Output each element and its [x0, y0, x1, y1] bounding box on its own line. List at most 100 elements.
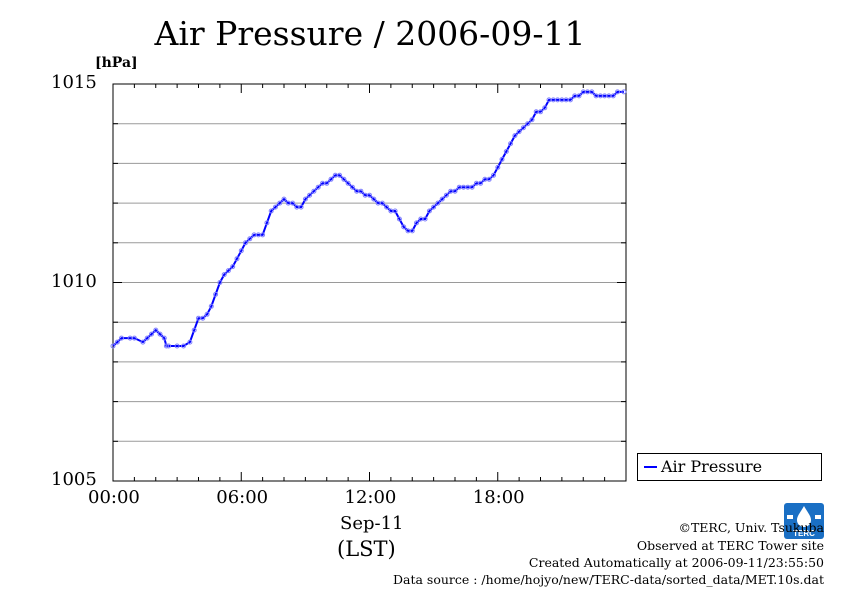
data-point	[345, 180, 351, 186]
legend-label: Air Pressure	[661, 457, 763, 476]
chart-legend: Air Pressure	[637, 453, 822, 481]
y-tick-label: 1015	[51, 72, 97, 93]
data-point	[392, 208, 398, 214]
data-point	[238, 248, 244, 254]
data-point	[268, 208, 274, 214]
y-axis-unit-label: [hPa]	[95, 55, 138, 71]
data-point	[431, 204, 437, 210]
data-point	[247, 236, 253, 242]
series-line	[112, 90, 624, 347]
data-point	[157, 331, 163, 337]
data-point	[520, 125, 526, 131]
terc-logo: TERC	[784, 503, 824, 539]
data-point	[452, 188, 458, 194]
data-point	[615, 89, 620, 95]
credit-copyright: ©TERC, Univ. Tsukuba	[678, 520, 824, 535]
data-point	[426, 208, 432, 214]
data-point	[149, 331, 154, 337]
data-point	[181, 343, 186, 349]
credit-observed: Observed at TERC Tower site	[636, 538, 824, 553]
data-point	[324, 180, 330, 186]
data-point	[234, 256, 240, 262]
logo-text: TERC	[793, 529, 815, 538]
data-point	[469, 184, 475, 190]
data-point	[119, 335, 124, 341]
data-point	[379, 200, 385, 206]
data-point	[491, 172, 496, 178]
data-point	[516, 129, 522, 135]
data-point	[576, 93, 582, 99]
data-point	[529, 117, 535, 123]
data-point	[396, 216, 402, 222]
data-point	[610, 93, 616, 99]
legend-swatch	[644, 466, 657, 468]
data-point	[277, 200, 283, 206]
y-tick-label: 1010	[51, 270, 97, 292]
data-point	[131, 335, 137, 341]
data-point	[358, 188, 364, 194]
credit-created: Created Automatically at 2006-09-11/23:5…	[528, 555, 824, 570]
data-point	[401, 224, 407, 230]
data-point	[166, 343, 172, 349]
credit-source: Data source : /home/hojyo/new/TERC-data/…	[392, 572, 824, 587]
data-point	[114, 339, 120, 345]
data-point	[542, 105, 548, 111]
data-point	[439, 196, 445, 202]
series-air-pressure	[110, 89, 627, 349]
data-point	[272, 204, 278, 210]
data-point	[414, 220, 419, 226]
data-point	[213, 291, 219, 297]
data-point	[371, 196, 377, 202]
data-point	[260, 232, 266, 238]
data-point	[538, 109, 543, 115]
x-axis-date-label: Sep-11	[340, 513, 404, 534]
data-point	[153, 327, 159, 333]
data-point	[315, 184, 321, 190]
data-point	[567, 97, 573, 103]
data-point	[508, 141, 514, 147]
data-point	[503, 149, 509, 154]
data-point	[349, 184, 355, 190]
data-point	[290, 200, 296, 206]
data-point	[140, 339, 146, 345]
data-point	[200, 315, 206, 321]
x-tick-label: 12:00	[344, 487, 397, 508]
x-axis-timezone-label: (LST)	[337, 537, 396, 561]
data-point	[384, 204, 390, 210]
x-tick-label: 18:00	[472, 487, 525, 508]
data-point	[367, 192, 372, 198]
data-point	[225, 268, 231, 274]
data-point	[512, 133, 518, 139]
data-point	[478, 180, 484, 186]
data-point	[217, 280, 223, 285]
data-point	[341, 176, 347, 182]
data-point	[422, 216, 428, 222]
grid-lines	[113, 123, 626, 442]
data-point	[163, 343, 169, 349]
data-point	[230, 264, 236, 270]
y-tick-label: 1005	[51, 469, 97, 490]
data-point	[174, 343, 180, 349]
data-point	[281, 196, 287, 202]
data-point	[307, 192, 313, 198]
data-point	[435, 200, 441, 206]
data-point	[298, 204, 304, 210]
x-tick-label: 06:00	[216, 487, 269, 508]
chart-title: Air Pressure / 2006-09-11	[154, 14, 586, 53]
x-tick-label: 00:00	[88, 487, 140, 508]
data-point	[499, 156, 505, 162]
data-point	[144, 335, 150, 341]
data-point	[337, 172, 343, 178]
data-point	[191, 327, 197, 333]
data-point	[443, 192, 449, 198]
data-point	[409, 228, 415, 234]
data-point	[621, 89, 627, 95]
data-point	[311, 188, 317, 194]
data-point	[589, 89, 595, 95]
axis-ticks	[112, 83, 627, 482]
data-point	[495, 164, 501, 170]
data-point	[264, 220, 270, 226]
data-point	[328, 176, 334, 182]
data-point	[208, 303, 214, 309]
